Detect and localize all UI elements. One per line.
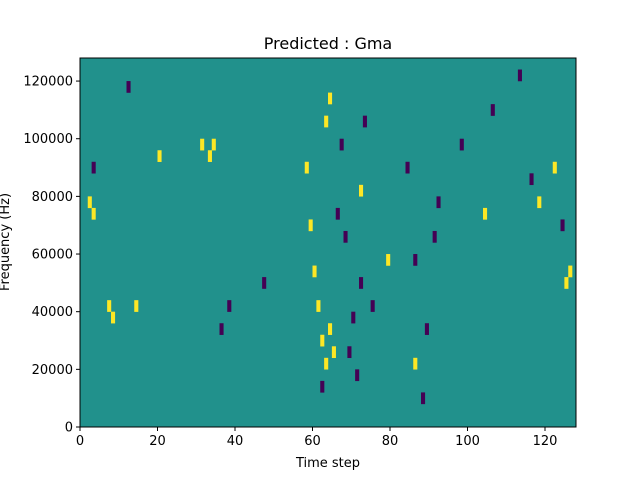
plot-frame xyxy=(79,57,577,428)
x-axis-ticks: 0 20 40 60 80 100 120 xyxy=(76,427,558,449)
heatmap-cell-low xyxy=(529,173,534,186)
heatmap-cell-low xyxy=(227,300,232,312)
heatmap-cell-low xyxy=(459,138,464,151)
x-tick-label: 100 xyxy=(455,434,480,449)
y-tick-label: 0 xyxy=(65,421,73,436)
heatmap-cell-low xyxy=(370,300,375,312)
heatmap-cell-high xyxy=(324,357,329,370)
y-tick-label: 80000 xyxy=(32,190,73,205)
x-tick-label: 20 xyxy=(149,434,166,449)
heatmap-cell-high xyxy=(324,115,329,128)
heatmap-cell-low xyxy=(91,161,96,174)
heatmap-cell-high xyxy=(483,207,488,220)
x-tick-label: 60 xyxy=(304,434,321,449)
heatmap-cell-low xyxy=(262,277,267,289)
heatmap-cell-low xyxy=(436,196,441,209)
heatmap-cell-high xyxy=(134,300,139,312)
heatmap-cell-high xyxy=(386,254,391,266)
heatmap-cell-high xyxy=(564,277,569,289)
y-tick-label: 20000 xyxy=(32,363,73,378)
x-axis-label: Time step xyxy=(295,456,360,471)
heatmap-cell-low xyxy=(424,323,429,335)
heatmap-cell-low xyxy=(413,254,418,266)
y-axis-label: Frequency (Hz) xyxy=(0,193,13,291)
heatmap-cell-high xyxy=(537,196,542,209)
heatmap-cell-high xyxy=(312,265,317,278)
y-axis-ticks: 0 20000 40000 60000 80000 100000 120000 xyxy=(23,75,80,436)
heatmap-cell-high xyxy=(308,219,313,232)
heatmap-cell-low xyxy=(490,104,495,116)
heatmap-cell-high xyxy=(207,150,212,162)
x-tick-label: 120 xyxy=(533,434,558,449)
heatmap-cell-high xyxy=(320,334,325,347)
heatmap-cell-low xyxy=(339,138,344,151)
heatmap-cell-low xyxy=(219,323,224,335)
heatmap-cell-high xyxy=(328,92,333,105)
x-tick-label: 80 xyxy=(382,434,399,449)
heatmap-cell-high xyxy=(316,300,321,312)
heatmap-cell-high xyxy=(211,138,216,151)
heatmap-cell-low xyxy=(421,392,426,405)
heatmap-cell-low xyxy=(517,69,522,82)
heatmap-cell-high xyxy=(200,138,205,151)
plot-background xyxy=(80,58,576,427)
heatmap-cell-low xyxy=(343,230,348,243)
heatmap-cell-low xyxy=(126,81,131,93)
heatmap-cell-high xyxy=(111,311,116,324)
heatmap-cell-high xyxy=(413,357,418,370)
heatmap-cell-low xyxy=(335,207,340,220)
heatmap-cell-low xyxy=(432,230,437,243)
y-tick-label: 120000 xyxy=(23,75,73,90)
heatmap-cell-low xyxy=(405,161,410,174)
heatmap-cell-high xyxy=(91,207,96,220)
x-tick-label: 40 xyxy=(227,434,244,449)
heatmap-cell-low xyxy=(347,346,352,359)
heatmap-cell-high xyxy=(107,300,112,312)
heatmap-cell-high xyxy=(552,161,557,174)
heatmap-cell-high xyxy=(359,184,364,197)
chart-title: Predicted : Gma xyxy=(264,34,392,53)
heatmap-cell-low xyxy=(560,219,565,232)
heatmap-cell-high xyxy=(331,346,336,359)
heatmap-cell-low xyxy=(362,115,367,128)
heatmap-cell-high xyxy=(328,323,333,335)
heatmap-cells xyxy=(87,69,573,405)
y-tick-label: 60000 xyxy=(32,248,73,263)
heatmap-cell-low xyxy=(320,380,325,393)
y-tick-label: 100000 xyxy=(23,132,73,147)
y-tick-label: 40000 xyxy=(32,305,73,320)
heatmap-cell-low xyxy=(359,277,364,289)
heatmap-cell-high xyxy=(568,265,573,278)
heatmap-cell-low xyxy=(351,311,356,324)
heatmap-cell-high xyxy=(304,161,309,174)
heatmap-cell-high xyxy=(87,196,92,209)
heatmap-cell-low xyxy=(355,369,360,382)
x-tick-label: 0 xyxy=(76,434,84,449)
heatmap-cell-high xyxy=(157,150,162,162)
